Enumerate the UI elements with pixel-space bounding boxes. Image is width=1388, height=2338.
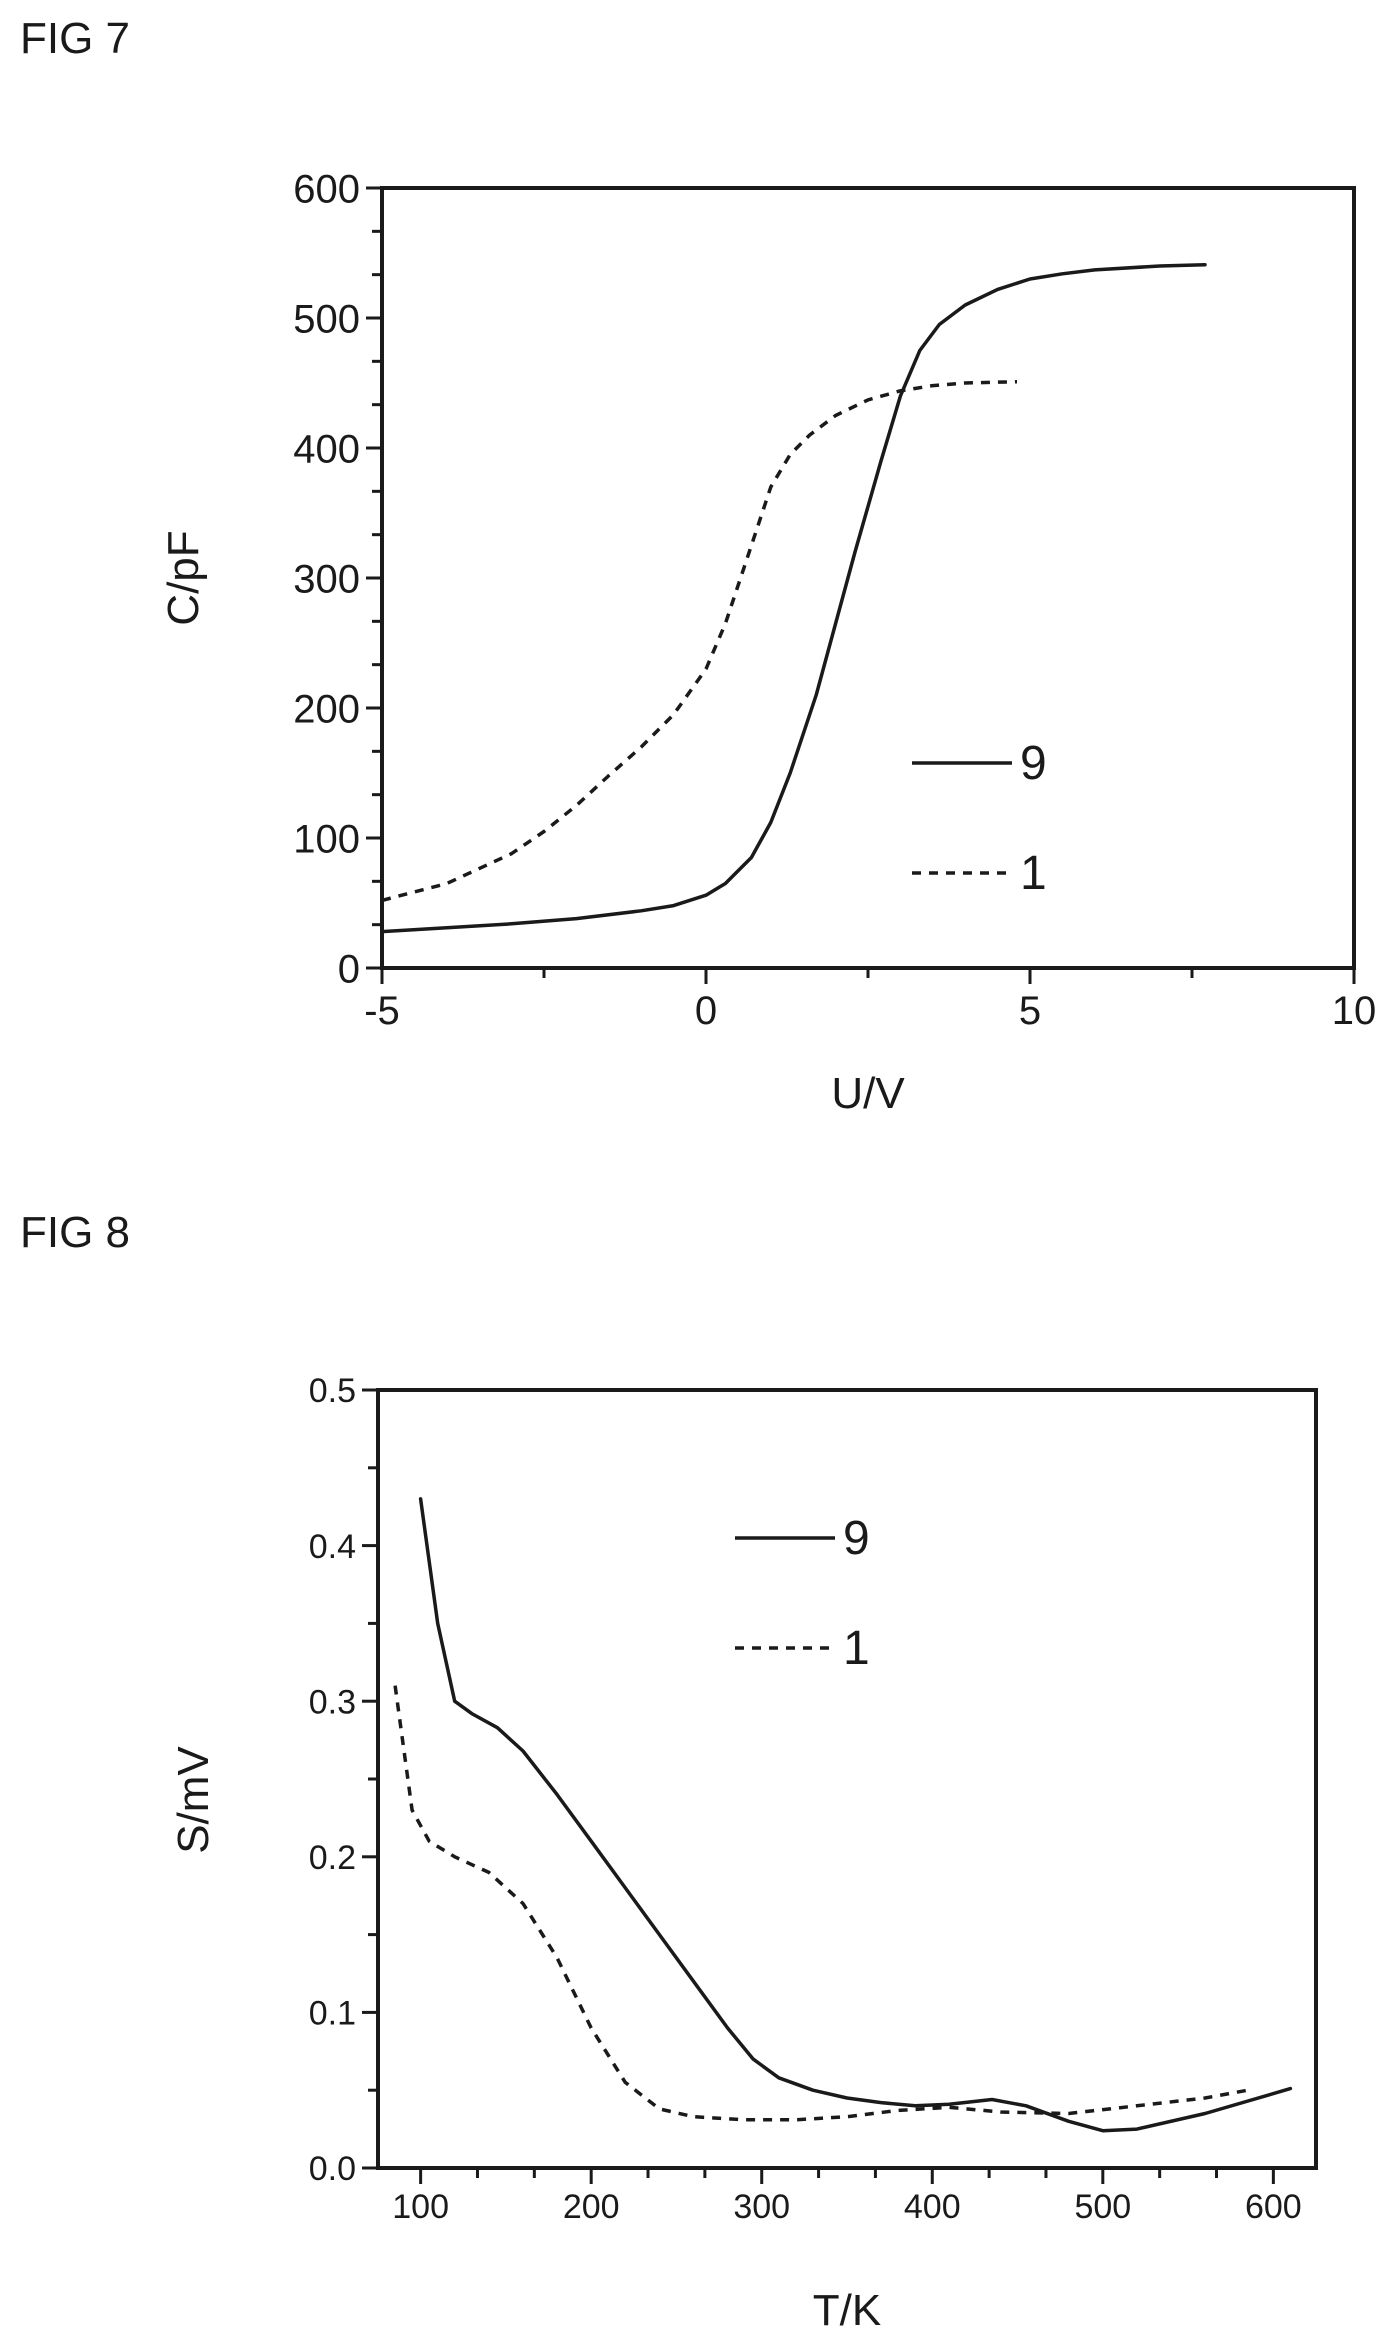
y-tick-label: 0 — [338, 947, 360, 991]
y-tick-label: 500 — [293, 297, 360, 341]
x-tick-label: 100 — [392, 2188, 449, 2226]
x-tick-label: 500 — [1074, 2188, 1131, 2226]
y-tick-label: 300 — [293, 557, 360, 601]
series-line-9 — [380, 262, 1207, 934]
y-axis-label: S/mV — [169, 1746, 218, 1854]
y-tick-label: 200 — [293, 687, 360, 731]
series-line-9 — [418, 1497, 1293, 2133]
y-tick-label: 600 — [293, 167, 360, 211]
y-tick-label: 0.4 — [309, 1528, 356, 1566]
x-tick-label: 300 — [733, 2188, 790, 2226]
legend-label-9: 9 — [1020, 737, 1047, 790]
x-axis-label: U/V — [831, 1069, 905, 1118]
y-tick-label: 0.3 — [309, 1683, 356, 1721]
y-tick-label: 0.5 — [309, 1372, 356, 1410]
y-tick-label: 0.0 — [309, 2150, 356, 2188]
series-line-1 — [381, 379, 1018, 903]
x-tick-label: 400 — [904, 2188, 961, 2226]
legend-label-9: 9 — [843, 1512, 870, 1565]
figure-8-label: FIG 8 — [20, 1208, 131, 1257]
x-tick-label: 200 — [563, 2188, 620, 2226]
legend-label-1: 1 — [1020, 847, 1047, 900]
y-tick-label: 0.1 — [309, 1995, 356, 2033]
chart-fig8: 100 200 300 400 500 600 0.0 0.1 0.2 0.3 0.4 0.5 T/K S… — [169, 1372, 1318, 2335]
x-tick-label: 0 — [695, 989, 717, 1033]
x-axis-label: T/K — [813, 2286, 881, 2335]
y-axis-label: C/pF — [159, 530, 208, 625]
y-tick-label: 400 — [293, 427, 360, 471]
x-tick-label: 10 — [1332, 989, 1377, 1033]
x-tick-label: 5 — [1019, 989, 1041, 1033]
x-tick-label: -5 — [364, 989, 400, 1033]
legend-label-1: 1 — [843, 1622, 870, 1675]
y-tick-label: 100 — [293, 817, 360, 861]
figure-7-label: FIG 7 — [20, 14, 131, 63]
plot-frame — [376, 1388, 1318, 2170]
plot-frame — [380, 186, 1356, 970]
x-tick-label: 600 — [1245, 2188, 1302, 2226]
y-tick-label: 0.2 — [309, 1839, 356, 1877]
